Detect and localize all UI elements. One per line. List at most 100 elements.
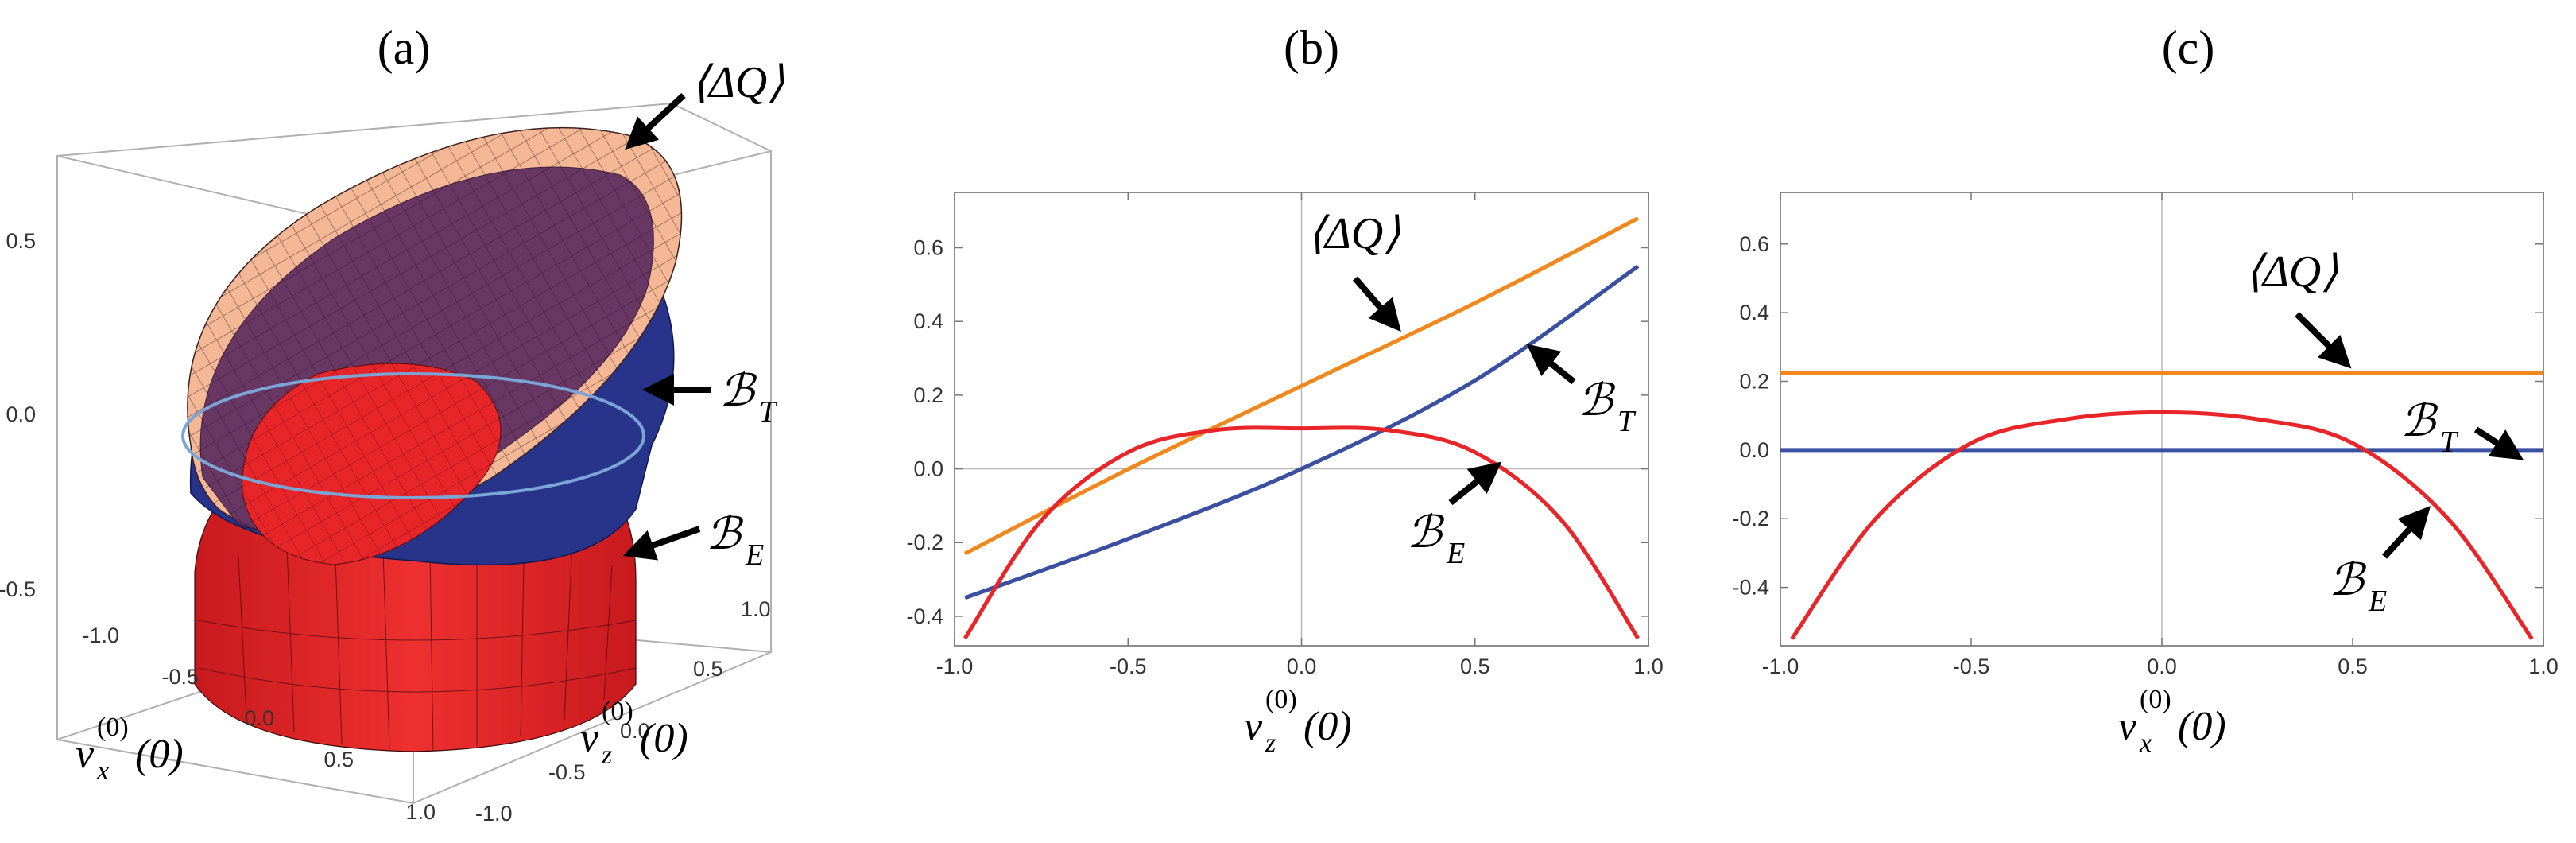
panel-b-x-axis-title: v z (0) (0) (1244, 685, 1352, 758)
y-tick-label: 0.0 (1739, 438, 1769, 462)
x-tick-label: 0.5 (1460, 655, 1490, 678)
x-tick-label: 0.5 (323, 748, 354, 771)
x-tick-label: 1.0 (1633, 655, 1664, 678)
y-tick-label: 0.0 (913, 457, 943, 481)
panel-b-plot (963, 216, 1641, 640)
panel-b-annotation-dq: ⟨ΔQ⟩ (1307, 209, 1401, 332)
panel-a-z-ticks: 0.5 0.0 -0.5 (0, 229, 36, 601)
panel-c-annotation-bt: ℬ T (2400, 397, 2524, 460)
panel-b-grid (955, 192, 1648, 646)
z-tick-label: 0.5 (6, 229, 36, 253)
panel-b-annotation-bt: ℬ T (1526, 344, 1637, 438)
axis-title-sub: z (1265, 728, 1276, 758)
axis-title-sup: (0) (97, 713, 129, 742)
y-tick-label: 0.4 (913, 309, 943, 333)
y-tick-label: 0.6 (1739, 232, 1769, 256)
y-tick-label: -1.0 (475, 802, 513, 826)
y-tick-label: 0.0 (620, 719, 650, 743)
panel-c-annotation-dq: ⟨ΔQ⟩ (2245, 247, 2352, 369)
annotation-bt-sub: T (2440, 425, 2459, 459)
y-tick-label: 0.2 (913, 383, 943, 407)
panel-a-y-axis-title: v z (0) (0) (580, 697, 688, 770)
annotation-bt-sub: T (759, 395, 778, 429)
annotation-dq-label: ⟨ΔQ⟩ (1307, 209, 1400, 258)
x-tick-label: -1.0 (1762, 655, 1799, 678)
panel-c-x-axis-title: v x (0) (0) (2118, 685, 2226, 758)
x-tick-label: 1.0 (2528, 655, 2559, 678)
annotation-bt-main: ℬ (1578, 376, 1616, 425)
x-tick-label: 0.5 (2338, 655, 2368, 678)
panel-a-x-axis-title: v x (0) (0) (76, 713, 184, 786)
y-tick-label: -0.2 (1732, 507, 1769, 530)
y-tick-label: -0.4 (1732, 576, 1769, 600)
panel-b: (b) -1.0 -0.5 0.0 0.5 1.0 0.6 0.4 0.2 0.0 -0.2 -0.… (906, 21, 1663, 758)
annotation-be-main: ℬ (2329, 556, 2367, 605)
series-line-bt (964, 264, 1640, 600)
annotation-bt-main: ℬ (719, 367, 757, 416)
y-tick-label: -0.2 (906, 530, 943, 554)
panel-c-ticks: -1.0 -0.5 0.0 0.5 1.0 0.6 0.4 0.2 0.0 -0.2 -0.4 (1732, 192, 2559, 678)
y-tick-label: 0.5 (693, 657, 723, 681)
panel-c-annotation-be: ℬ E (2329, 506, 2431, 618)
axis-title-main: v (2118, 704, 2137, 749)
annotation-be-sub: E (745, 538, 764, 572)
x-tick-label: -0.5 (161, 665, 199, 689)
axis-title-sub: x (96, 756, 109, 786)
panel-a-x-ticks: -1.0 -0.5 0.0 0.5 1.0 (82, 624, 436, 824)
series-line-be (1790, 410, 2534, 640)
panel-b-ticks: -1.0 -0.5 0.0 0.5 1.0 0.6 0.4 0.2 0.0 -0.2 -0.4 (906, 192, 1664, 678)
panel-a-annotation-dq: ⟨ΔQ⟩ (625, 58, 784, 150)
bt-ring (181, 372, 645, 499)
x-tick-label: -0.5 (1110, 655, 1147, 678)
y-tick-label: 0.6 (913, 236, 943, 260)
y-tick-label: 1.0 (741, 597, 771, 621)
x-tick-label: 0.0 (244, 706, 274, 730)
annotation-dq-label: ⟨ΔQ⟩ (691, 58, 784, 107)
series-line-be (963, 425, 1641, 640)
panel-a-annotation-be: ℬ E (622, 510, 764, 572)
axis-title-arg: (0) (2178, 704, 2226, 749)
series-line-dq (963, 216, 1640, 556)
x-tick-label: 0.0 (2147, 655, 2177, 678)
annotation-be-main: ℬ (1407, 508, 1445, 557)
annotation-bt-sub: T (1617, 405, 1637, 438)
annotation-be-main: ℬ (706, 510, 744, 559)
panel-b-label: (b) (1284, 21, 1339, 74)
x-tick-label: 0.0 (1287, 655, 1317, 678)
axis-title-sub: x (2139, 728, 2152, 758)
x-tick-label: -1.0 (936, 655, 974, 678)
axis-title-sup: (0) (2140, 685, 2171, 714)
axis-title-main: v (76, 732, 95, 777)
axis-title-sub: z (601, 740, 612, 770)
panel-c-plot (1780, 371, 2543, 640)
panel-a: (a) (0, 21, 784, 826)
y-tick-label: -0.4 (906, 604, 943, 628)
axis-title-arg: (0) (640, 716, 688, 761)
axis-title-sup: (0) (1265, 685, 1297, 714)
annotation-dq-label: ⟨ΔQ⟩ (2245, 247, 2338, 297)
panel-c-label: (c) (2162, 21, 2215, 74)
be-cap-red (242, 363, 502, 565)
panel-c: (c) -1.0 -0.5 0.0 0.5 1.0 0.6 0.4 0.2 0.0 -0.2 -0.… (1732, 21, 2558, 758)
annotation-bt-main: ℬ (2400, 397, 2438, 446)
axis-title-arg: (0) (135, 732, 184, 777)
panel-a-annotation-bt: ℬ T (642, 367, 778, 429)
axis-title-main: v (580, 716, 599, 761)
y-tick-label: 0.2 (1739, 370, 1769, 394)
panel-b-annotation-be: ℬ E (1407, 461, 1502, 570)
axis-title-main: v (1244, 704, 1263, 749)
x-tick-label: -1.0 (82, 624, 119, 647)
axis-title-arg: (0) (1303, 704, 1352, 749)
axis-title-sup: (0) (602, 697, 633, 726)
z-tick-label: 0.0 (6, 402, 36, 426)
panel-a-label: (a) (378, 21, 431, 74)
annotation-be-sub: E (1446, 537, 1465, 570)
panel-a-y-ticks: -1.0 -0.5 0.0 0.5 1.0 (475, 597, 771, 826)
annotation-be-sub: E (2368, 585, 2387, 618)
z-tick-label: -0.5 (0, 577, 36, 601)
x-tick-label: 1.0 (405, 800, 436, 824)
y-tick-label: 0.4 (1739, 301, 1769, 324)
x-tick-label: -0.5 (1953, 655, 1990, 678)
y-tick-label: -0.5 (548, 760, 586, 784)
